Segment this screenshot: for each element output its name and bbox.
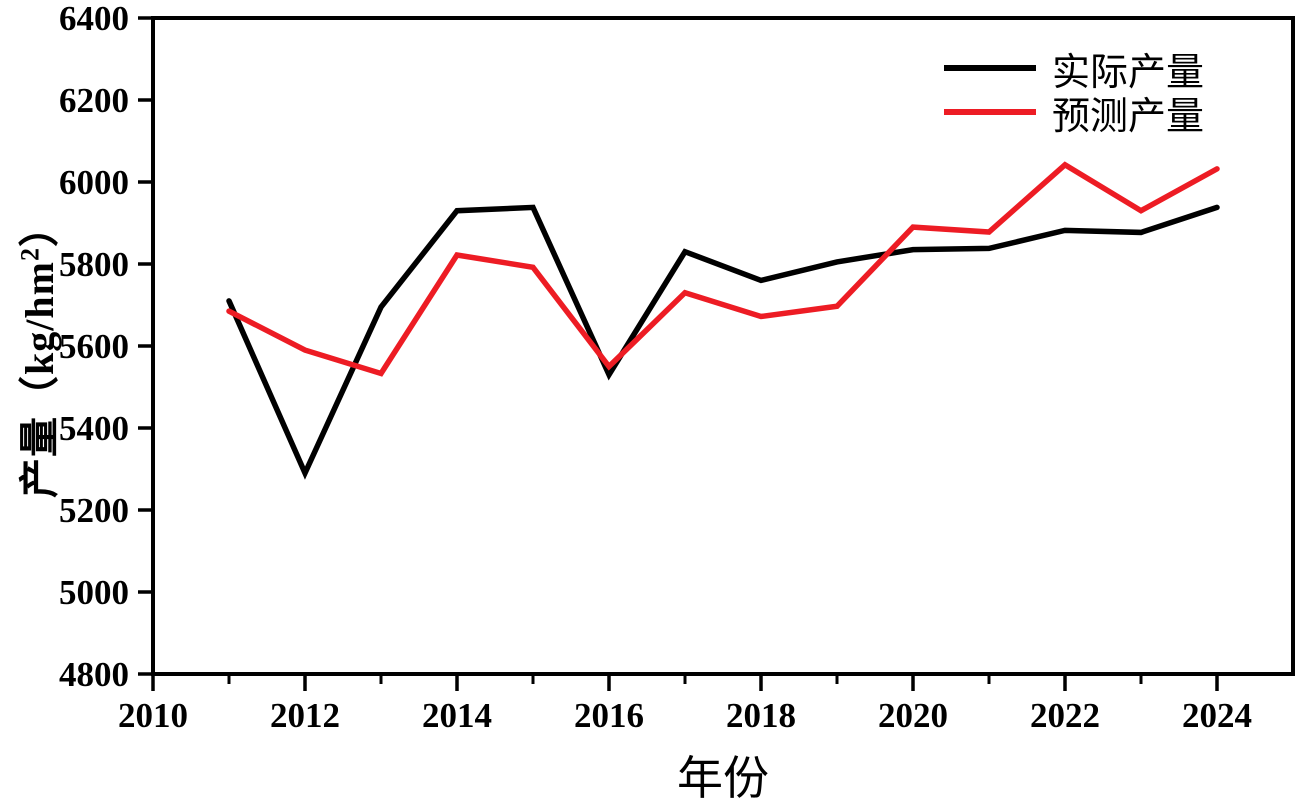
legend-label-predicted: 预测产量	[1052, 95, 1205, 138]
legend-label-actual: 实际产量	[1052, 51, 1205, 94]
y-tick-label: 5800	[59, 245, 129, 284]
legend-item-predicted: 预测产量	[944, 90, 1204, 138]
series-line-predicted	[226, 161, 1220, 377]
y-tick-label: 5600	[59, 327, 129, 366]
legend: 实际产量 预测产量	[944, 46, 1204, 138]
y-tick-label: 5000	[59, 573, 129, 612]
plot-frame	[151, 16, 1295, 676]
y-tick-label: 6200	[59, 81, 129, 120]
x-tick-label: 2010	[118, 696, 188, 735]
y-tick-label: 6000	[59, 163, 129, 202]
y-axis-title-superscript: 2	[15, 247, 45, 262]
y-axis-title-text: 产量（kg/hm	[17, 261, 62, 498]
x-tick-label: 2018	[726, 696, 796, 735]
x-tick-label: 2016	[574, 696, 644, 735]
legend-item-actual: 实际产量	[944, 46, 1204, 94]
x-axis-title: 年份	[677, 753, 769, 801]
y-tick-label: 4800	[59, 655, 129, 694]
legend-line-swatch-predicted	[944, 109, 1036, 115]
series-line-actual	[226, 204, 1220, 480]
x-tick-label: 2012	[270, 696, 340, 735]
y-tick-label: 5400	[59, 409, 129, 448]
y-axis-title-close: ）	[17, 206, 62, 248]
x-tick-label: 2022	[1030, 696, 1100, 735]
legend-line-swatch-actual	[944, 65, 1036, 71]
y-axis-title: 产量（kg/hm2）	[7, 206, 65, 498]
y-tick-label: 5200	[59, 491, 129, 530]
y-tick-label: 6400	[59, 0, 129, 38]
x-tick-label: 2014	[422, 696, 492, 735]
x-tick-label: 2020	[878, 696, 948, 735]
x-tick-label: 2024	[1182, 696, 1252, 735]
